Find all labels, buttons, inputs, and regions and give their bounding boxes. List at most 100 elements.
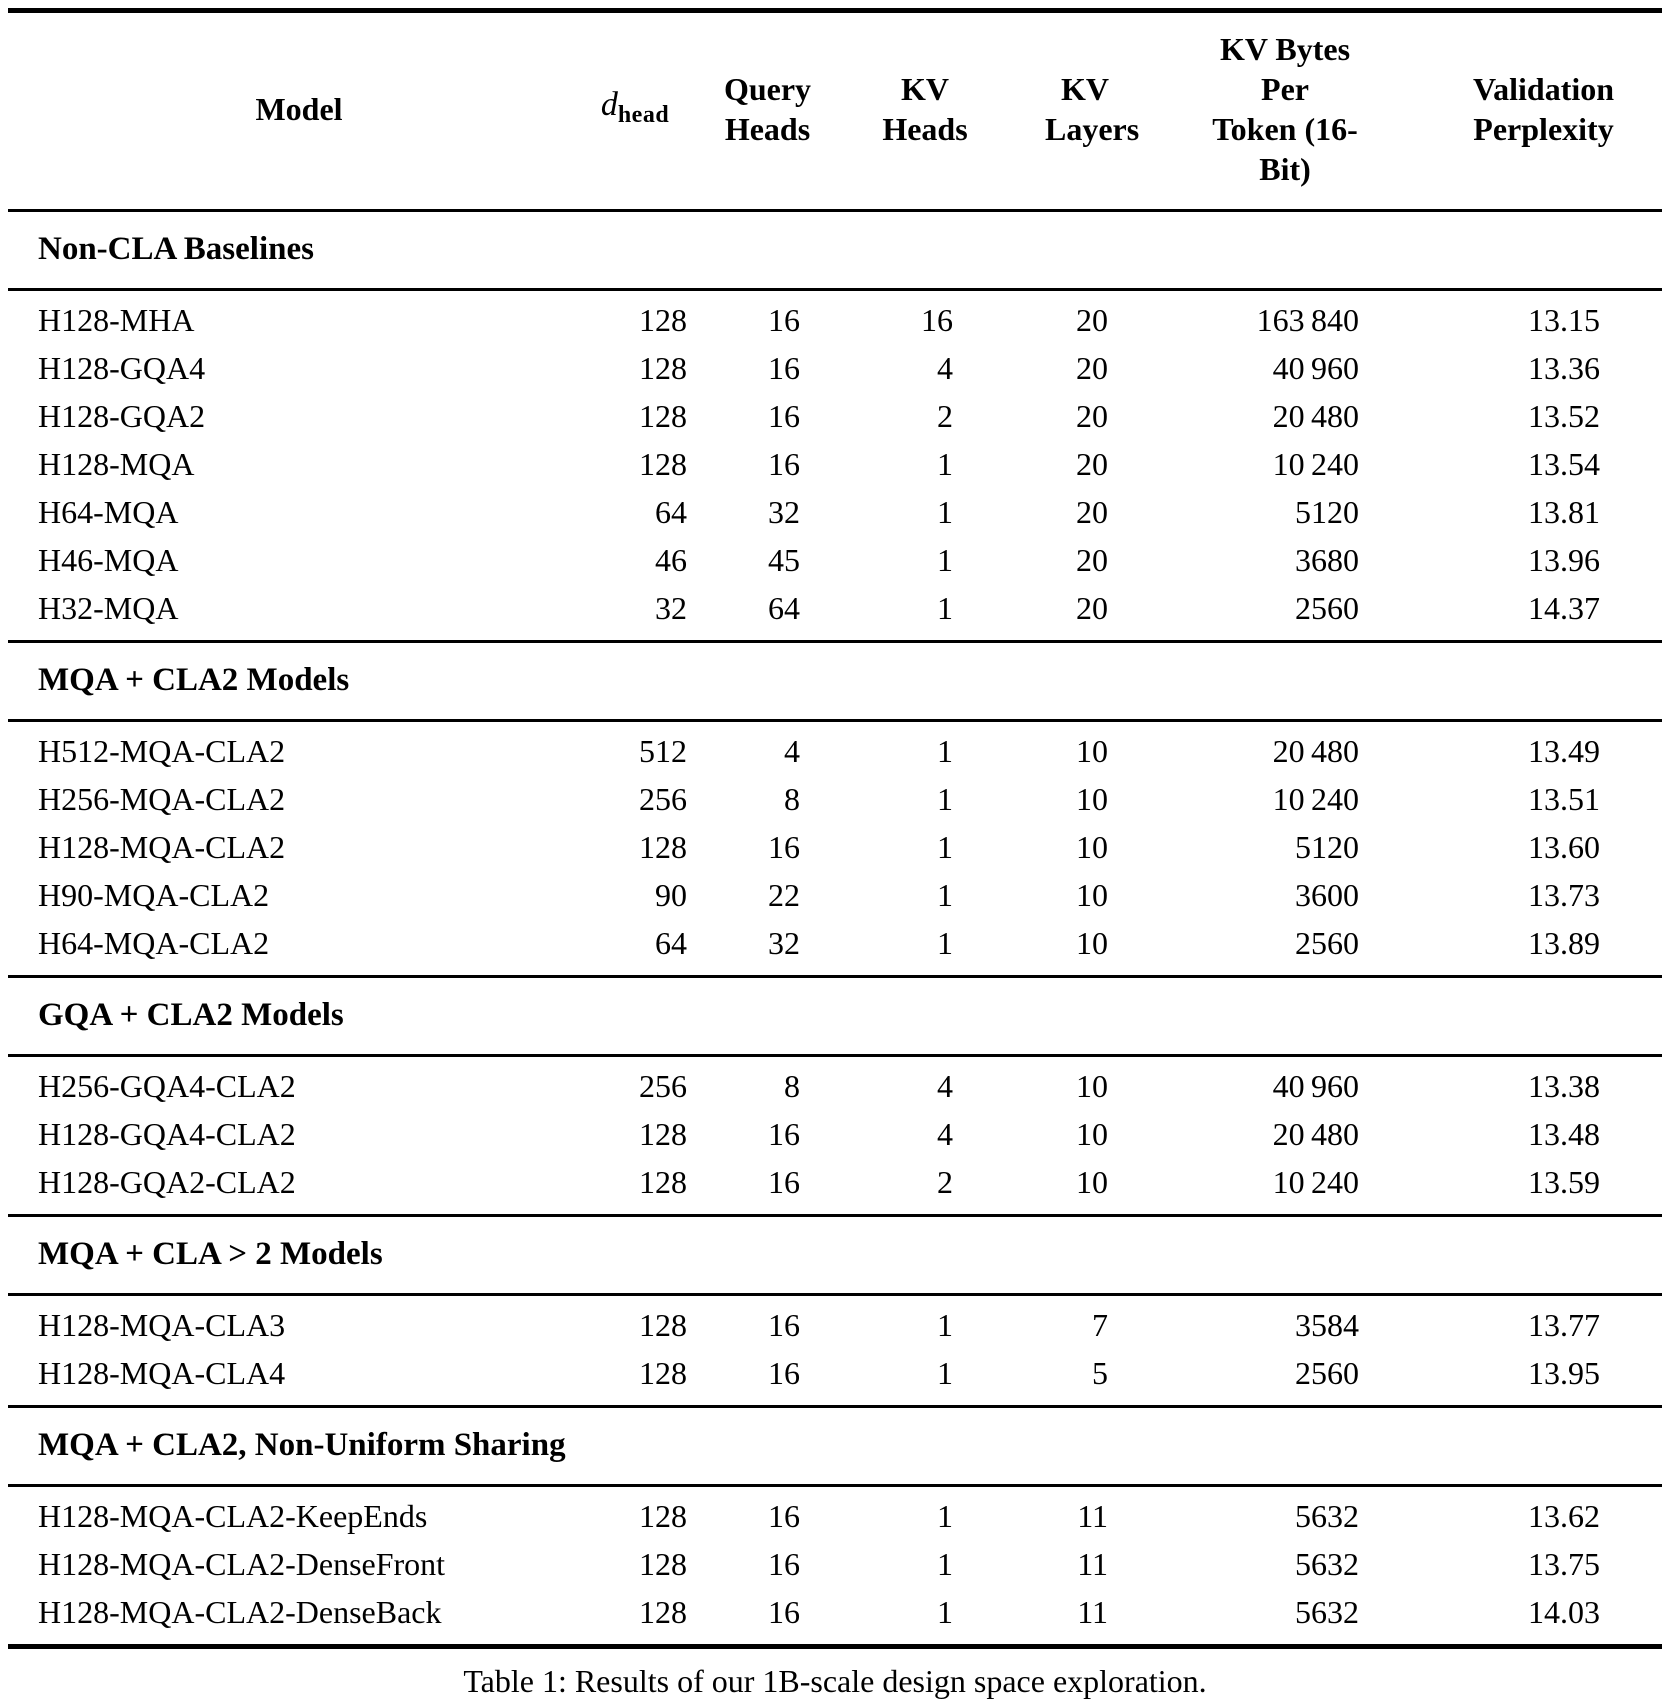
cell-model: H32-MQA	[38, 590, 179, 626]
math-symbol: d	[600, 85, 618, 123]
cell-query-heads: 8	[784, 1068, 800, 1104]
table-row: H128-MQA 128 16 1 20 10 240 13.54	[8, 440, 1662, 488]
cell-dhead: 128	[639, 1164, 687, 1200]
table-row: H128-MQA-CLA2 128 16 1 10 5120 13.60	[8, 823, 1662, 871]
table-row: H32-MQA 32 64 1 20 2560 14.37	[8, 584, 1662, 642]
cell-kv-heads: 1	[937, 1355, 953, 1391]
cell-kv-heads: 1	[937, 542, 953, 578]
table-row: H128-MQA-CLA4 128 16 1 5 2560 13.95	[8, 1349, 1662, 1407]
section-header-row: MQA + CLA2 Models	[8, 640, 1662, 722]
cell-kv-heads: 4	[937, 350, 953, 386]
cell-kv-heads: 4	[937, 1068, 953, 1104]
cell-kv-layers: 20	[1076, 302, 1108, 338]
cell-kv-heads: 1	[937, 494, 953, 530]
cell-query-heads: 16	[768, 1546, 800, 1582]
cell-dhead: 90	[655, 877, 687, 913]
cell-validation-perplexity: 13.96	[1528, 542, 1600, 578]
section-header-row: Non-CLA Baselines	[8, 209, 1662, 291]
cell-kv-bytes-per-token: 2560	[1295, 1355, 1359, 1391]
section-header-row: GQA + CLA2 Models	[8, 975, 1662, 1057]
cell-dhead: 64	[655, 925, 687, 961]
cell-kv-bytes-per-token: 2560	[1295, 925, 1359, 961]
table-row: H128-GQA2-CLA2 128 16 2 10 10 240 13.59	[8, 1158, 1662, 1216]
table-row: H512-MQA-CLA2 512 4 1 10 20 480 13.49	[8, 721, 1662, 776]
cell-kv-layers: 10	[1076, 877, 1108, 913]
cell-kv-bytes-per-token: 3584	[1295, 1307, 1359, 1343]
table-row: H128-GQA4 128 16 4 20 40 960 13.36	[8, 344, 1662, 392]
table-header: Model dhead Query Heads KV Heads KV Layers KV By…	[8, 10, 1662, 212]
section-title: Non-CLA Baselines	[8, 209, 1662, 291]
section-title: MQA + CLA2 Models	[8, 640, 1662, 722]
cell-kv-bytes-per-token: 20 480	[1272, 398, 1359, 434]
cell-kv-layers: 10	[1076, 925, 1108, 961]
cell-kv-bytes-per-token: 40 960	[1272, 350, 1359, 386]
cell-kv-layers: 20	[1076, 542, 1108, 578]
cell-dhead: 128	[639, 1116, 687, 1152]
cell-model: H64-MQA-CLA2	[38, 925, 270, 961]
cell-model: H128-MQA	[38, 446, 195, 482]
cell-dhead: 128	[639, 1594, 687, 1630]
cell-validation-perplexity: 13.95	[1528, 1355, 1600, 1391]
cell-kv-heads: 1	[937, 590, 953, 626]
cell-kv-bytes-per-token: 5120	[1295, 494, 1359, 530]
cell-kv-layers: 20	[1076, 494, 1108, 530]
table-row: H256-GQA4-CLA2 256 8 4 10 40 960 13.38	[8, 1056, 1662, 1111]
cell-kv-bytes-per-token: 3600	[1295, 877, 1359, 913]
cell-model: H256-MQA-CLA2	[38, 781, 286, 817]
cell-kv-layers: 10	[1076, 829, 1108, 865]
column-header-dhead: dhead	[530, 10, 700, 212]
cell-validation-perplexity: 13.89	[1528, 925, 1600, 961]
cell-kv-bytes-per-token: 163 840	[1256, 302, 1359, 338]
table-container: Model dhead Query Heads KV Heads KV Layers KV By…	[8, 8, 1662, 1649]
cell-kv-bytes-per-token: 3680	[1295, 542, 1359, 578]
column-header-model: Model	[8, 10, 530, 212]
section-title: MQA + CLA2, Non-Uniform Sharing	[8, 1405, 1662, 1487]
cell-dhead: 128	[639, 1355, 687, 1391]
cell-kv-heads: 1	[937, 1307, 953, 1343]
cell-model: H128-GQA4	[38, 350, 206, 386]
cell-query-heads: 16	[768, 398, 800, 434]
cell-dhead: 128	[639, 1307, 687, 1343]
cell-kv-layers: 20	[1076, 446, 1108, 482]
cell-query-heads: 16	[768, 1164, 800, 1200]
cell-validation-perplexity: 13.51	[1528, 781, 1600, 817]
cell-kv-heads: 1	[937, 925, 953, 961]
cell-kv-bytes-per-token: 10 240	[1272, 446, 1359, 482]
cell-kv-layers: 10	[1076, 1164, 1108, 1200]
cell-dhead: 128	[639, 398, 687, 434]
cell-query-heads: 45	[768, 542, 800, 578]
results-table: Model dhead Query Heads KV Heads KV Layers KV By…	[8, 8, 1662, 1649]
cell-kv-layers: 10	[1076, 1068, 1108, 1104]
cell-model: H128-MQA-CLA2	[38, 829, 286, 865]
cell-model: H46-MQA	[38, 542, 179, 578]
cell-kv-layers: 10	[1076, 733, 1108, 769]
cell-validation-perplexity: 14.37	[1528, 590, 1600, 626]
cell-query-heads: 8	[784, 781, 800, 817]
cell-kv-bytes-per-token: 5120	[1295, 829, 1359, 865]
cell-query-heads: 22	[768, 877, 800, 913]
cell-dhead: 128	[639, 829, 687, 865]
table-row: H128-MHA 128 16 16 20 163 840 13.15	[8, 290, 1662, 345]
cell-kv-layers: 10	[1076, 1116, 1108, 1152]
cell-dhead: 128	[639, 446, 687, 482]
cell-dhead: 128	[639, 302, 687, 338]
cell-model: H90-MQA-CLA2	[38, 877, 270, 913]
cell-kv-heads: 2	[937, 398, 953, 434]
cell-dhead: 46	[655, 542, 687, 578]
header-row: Model dhead Query Heads KV Heads KV Layers KV By…	[8, 10, 1662, 212]
cell-query-heads: 16	[768, 1355, 800, 1391]
cell-kv-heads: 1	[937, 877, 953, 913]
cell-dhead: 256	[639, 1068, 687, 1104]
cell-model: H64-MQA	[38, 494, 179, 530]
cell-kv-heads: 1	[937, 1594, 953, 1630]
cell-query-heads: 16	[768, 302, 800, 338]
cell-validation-perplexity: 13.77	[1528, 1307, 1600, 1343]
section-header-row: MQA + CLA > 2 Models	[8, 1214, 1662, 1296]
cell-model: H128-MQA-CLA2-DenseFront	[38, 1546, 446, 1582]
cell-model: H128-GQA4-CLA2	[38, 1116, 296, 1152]
cell-validation-perplexity: 13.73	[1528, 877, 1600, 913]
cell-model: H128-MQA-CLA4	[38, 1355, 286, 1391]
table-row: H64-MQA 64 32 1 20 5120 13.81	[8, 488, 1662, 536]
cell-kv-layers: 20	[1076, 590, 1108, 626]
column-header-validation-perplexity: Validation Perplexity	[1375, 10, 1662, 212]
